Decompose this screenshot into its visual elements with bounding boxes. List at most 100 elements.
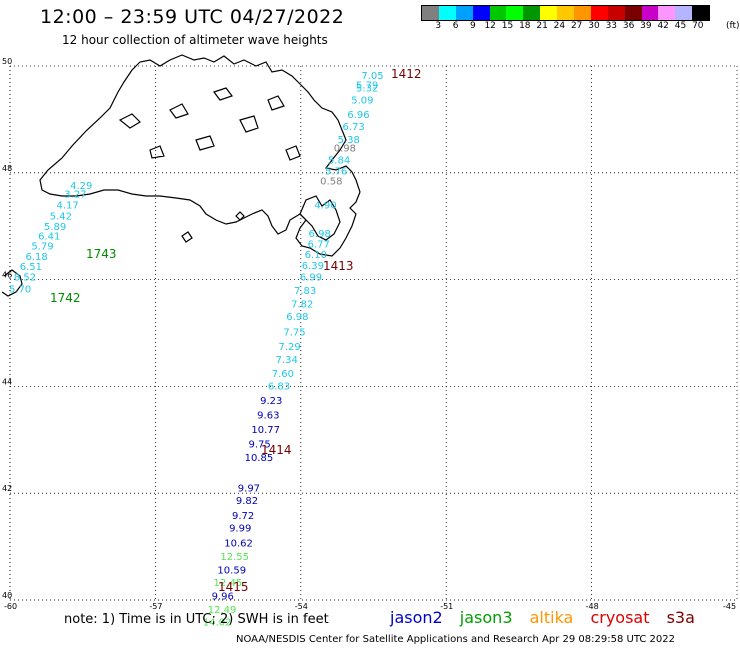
wave-height-value: 6.83 <box>268 382 290 393</box>
newfoundland-coast <box>39 54 361 257</box>
color-scale-tick-label: 9 <box>470 21 476 31</box>
credit-line: NOAA/NESDIS Center for Satellite Applica… <box>236 634 675 645</box>
legend-s3a: s3a <box>666 608 695 627</box>
color-swatch <box>658 6 676 20</box>
wave-height-value: 12.55 <box>220 552 249 563</box>
avalon-peninsula <box>299 195 341 241</box>
color-swatch <box>624 6 642 20</box>
wave-height-value: 0.58 <box>320 177 342 188</box>
color-scale-tick-label: 6 <box>452 21 459 31</box>
wave-height-value: 0.98 <box>334 143 356 154</box>
latitude-label: 44 <box>2 377 12 386</box>
wave-height-value: 6.98 <box>309 229 331 240</box>
color-swatch <box>574 6 591 20</box>
wave-height-value: 10.77 <box>251 425 280 436</box>
longitude-label: -51 <box>440 602 453 611</box>
color-scale-tick-label: 42 <box>657 21 669 31</box>
color-scale-tick-label: 12 <box>484 21 496 31</box>
color-swatch <box>489 6 507 20</box>
satellite-legend: jason2 jason3 altika cryosat s3a <box>390 608 707 627</box>
color-scale-tick-label: 3 <box>435 21 442 31</box>
latitude-label: 40 <box>2 591 12 600</box>
wave-height-value: 6.41 <box>38 232 60 243</box>
wave-height-value: 4.90 <box>314 201 336 212</box>
pass-label-1413: 1413 <box>323 259 354 273</box>
wave-height-value: 6.10 <box>305 250 327 261</box>
color-swatch <box>455 6 473 20</box>
wave-height-value: 6.77 <box>308 240 330 251</box>
wave-height-value: 3.27 <box>64 189 86 200</box>
latitude-label: 48 <box>2 164 12 173</box>
wave-height-value: 4.17 <box>57 201 79 212</box>
wave-height-value: 6.98 <box>286 312 308 323</box>
longitude-label: -60 <box>4 602 17 611</box>
color-scale-tick-label: 24 <box>553 21 566 31</box>
color-swatch <box>472 6 490 20</box>
color-scale-tick-label: 30 <box>588 21 600 31</box>
color-swatch <box>523 6 541 20</box>
longitude-label: -54 <box>295 602 308 611</box>
color-swatch <box>641 6 659 20</box>
color-swatch <box>506 6 524 20</box>
color-scale-tick-label: 45 <box>674 21 687 31</box>
longitude-label: -48 <box>586 602 599 611</box>
wave-height-value: 9.82 <box>236 496 258 507</box>
altimeter-observations: 7.055.795.325.096.966.735.380.985.845.76… <box>9 71 384 629</box>
color-scale-unit: (ft) <box>726 21 740 31</box>
wave-height-value: 6.73 <box>342 122 364 133</box>
wave-height-value: 5.89 <box>44 222 66 233</box>
wave-height-value: 4.29 <box>70 181 92 192</box>
wave-height-value: 9.63 <box>257 410 279 421</box>
pass-label-1412: 1412 <box>391 67 422 81</box>
wave-height-value: 9.96 <box>212 591 234 602</box>
cape-breton-coast <box>1 269 23 297</box>
wave-height-value: 9.72 <box>232 511 254 522</box>
coastline <box>1 54 361 297</box>
wave-height-value: 6.18 <box>26 252 48 263</box>
st-pierre-islands <box>181 211 245 243</box>
wave-height-value: 7.75 <box>283 328 305 339</box>
map-subtitle: 12 hour collection of altimeter wave hei… <box>62 33 328 47</box>
graticule: 50 48 46 44 42 40 -60 -57 -54 -51 -48 -45 <box>2 57 738 611</box>
inland-lakes <box>118 87 301 161</box>
color-swatch <box>590 6 608 20</box>
wave-height-value: 9.75 <box>248 439 270 450</box>
wave-height-value: 10.62 <box>224 539 253 550</box>
color-swatch <box>607 6 625 20</box>
longitude-label: -45 <box>723 602 736 611</box>
wave-height-value: 7.60 <box>272 369 294 380</box>
color-scale-tick-label: 70 <box>692 21 704 31</box>
pass-label-1742: 1742 <box>50 291 81 305</box>
wave-height-value: 6.99 <box>300 273 322 284</box>
color-scale-tick-label: 36 <box>622 21 635 31</box>
color-scale-tick-label: 33 <box>605 21 618 31</box>
wave-height-value: 7.05 <box>361 71 383 82</box>
units-note: note: 1) Time is in UTC; 2) SWH is in fe… <box>64 612 329 627</box>
color-swatch <box>557 6 575 20</box>
color-scale-tick-label: 18 <box>519 21 531 31</box>
wave-height-value: 9.97 <box>238 484 260 495</box>
color-swatch <box>692 6 710 20</box>
wave-height-value: 5.84 <box>328 156 350 167</box>
wave-height-value: 7.83 <box>294 286 316 297</box>
wave-height-value: 7.82 <box>291 299 313 310</box>
wave-height-value: 10.85 <box>245 453 274 464</box>
pass-label-1415: 1415 <box>218 580 249 594</box>
color-swatch <box>675 6 693 20</box>
color-scale-tick-label: 15 <box>501 21 514 31</box>
wave-height-value: 5.79 <box>31 242 53 253</box>
color-swatch <box>422 6 439 20</box>
wave-height-value: 5.76 <box>325 166 347 177</box>
wave-height-value: 6.39 <box>302 261 324 272</box>
color-scale-tick-label: 39 <box>640 21 652 31</box>
color-scale-tick-label: 27 <box>570 21 583 31</box>
wave-height-value: 5.42 <box>50 211 72 222</box>
color-scale-tick-label: 21 <box>536 21 548 31</box>
legend-cryosat: cryosat <box>590 608 650 627</box>
wave-height-value: 5.32 <box>356 84 378 95</box>
wave-height-value: 5.70 <box>9 284 31 295</box>
wave-height-value: 14.02 <box>203 618 232 629</box>
pass-label-1414: 1414 <box>261 443 292 457</box>
latitude-label: 42 <box>2 484 12 493</box>
color-scale-bar <box>421 5 711 21</box>
